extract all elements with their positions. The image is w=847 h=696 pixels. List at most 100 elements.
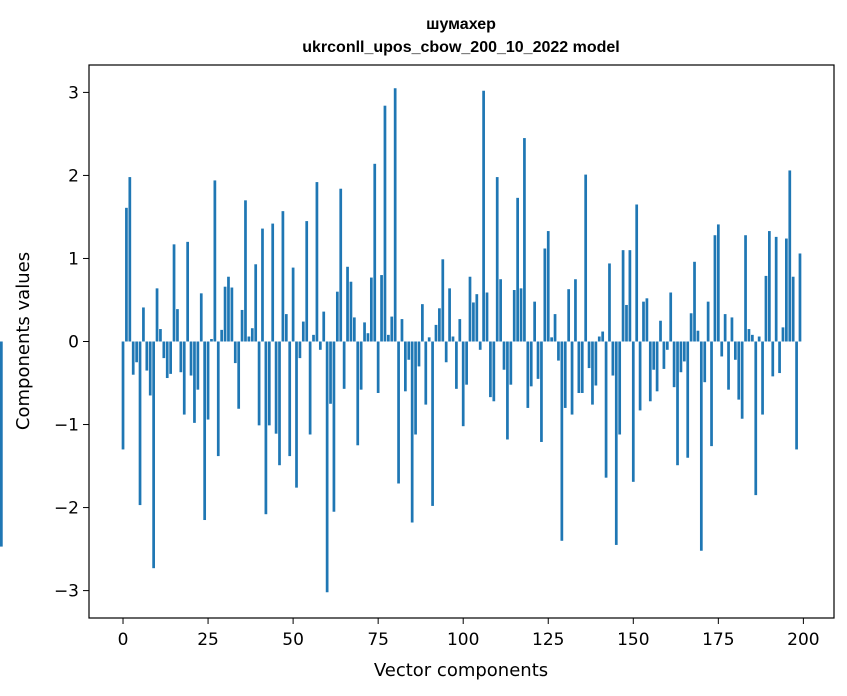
bar [587,341,591,369]
bar [502,341,506,370]
bar [421,304,424,342]
bar [227,276,230,342]
bar [363,322,366,342]
bar [312,334,315,342]
bar [540,341,543,442]
bar [182,341,186,415]
bar [689,313,693,342]
bar [414,341,417,435]
bar [322,311,326,342]
bar [390,316,394,342]
bar [625,304,628,342]
bar [771,341,775,377]
bar [142,307,145,342]
bar [499,279,502,342]
chart-title: шумахер [426,16,496,33]
bar [369,277,373,342]
bar [267,341,271,426]
bar [128,177,132,342]
bar [301,321,305,342]
bar [614,341,618,545]
plot-frame [88,64,835,619]
bar [233,341,237,364]
bar [417,341,421,367]
bar [720,341,724,357]
bar [179,341,183,373]
bar [291,267,295,342]
y-tick-label: 1 [68,249,79,269]
bar [468,276,472,342]
bar [747,329,751,342]
bar [563,341,567,408]
bar [366,333,370,342]
bar [682,341,686,362]
bar [631,341,635,482]
bar [424,341,428,405]
bar [591,341,594,405]
bar [159,329,162,342]
bar [444,341,448,363]
bar [465,341,468,385]
bar [461,341,465,427]
bar [387,334,390,342]
bar [281,211,285,342]
bars-group [0,88,802,593]
bar [210,339,213,342]
y-tick-label: −3 [54,582,79,602]
bar [155,288,159,342]
y-tick-label: 2 [68,166,79,186]
bar [247,336,251,342]
bar [492,341,496,402]
bar [431,341,434,506]
bar [131,341,135,375]
bar [438,308,441,342]
x-tick-label: 75 [367,630,389,650]
bar [489,341,492,398]
x-axis-label: Vector components [374,660,548,681]
bar [693,261,696,342]
bar [274,341,278,434]
bar [679,341,683,373]
bar [189,341,193,376]
bar [482,90,485,342]
bar [648,341,652,402]
y-tick-label: −1 [54,416,79,436]
bar [271,223,275,342]
bar [523,138,526,342]
bar [152,341,155,569]
bar [506,341,509,440]
bar [723,314,727,342]
bar [618,341,622,435]
bar [305,221,309,342]
bar [706,301,710,342]
bar [560,341,564,541]
bar [676,341,679,466]
bar [448,288,451,342]
bar [230,287,234,342]
bar [764,275,768,342]
bar [737,341,741,400]
bar [308,341,312,435]
bar [329,341,332,404]
bar [604,341,608,478]
x-tick-label: 0 [118,630,129,650]
bar [278,341,281,466]
bar [703,341,707,383]
bar [254,264,258,342]
bar [407,341,411,360]
bar [380,275,383,342]
bar [699,341,703,551]
bar [597,336,601,342]
bar [250,328,254,342]
bar [404,341,407,392]
bar [516,197,519,342]
bar [757,336,761,342]
bar [325,341,329,593]
bar [339,188,343,342]
bar [512,290,516,342]
y-axis-ticks: 3 2 1 0 −1 −2 −3 [54,83,89,602]
bar [240,309,244,342]
bar [710,341,713,447]
bar [441,259,445,342]
